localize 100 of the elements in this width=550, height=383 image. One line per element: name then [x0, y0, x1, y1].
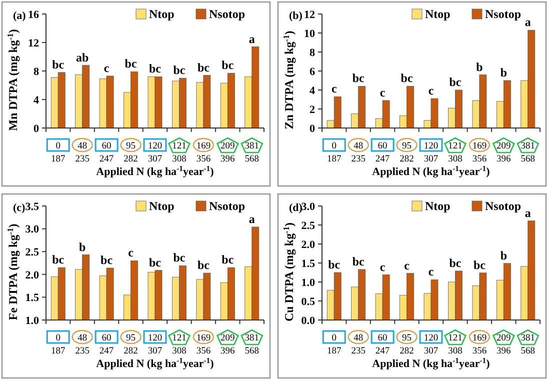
- legend-label: Ntop: [425, 199, 451, 214]
- annotation: b: [78, 240, 86, 254]
- annotation: b: [500, 66, 508, 80]
- y-tick-label: 12: [28, 37, 40, 50]
- y-tick-label: 3.5: [25, 200, 40, 213]
- annotation: c: [404, 258, 410, 272]
- x-tick-label: 0 187: [326, 141, 342, 164]
- annotation: a: [248, 32, 255, 46]
- annotation: b: [476, 60, 484, 74]
- annotation: a: [524, 15, 531, 30]
- annotation: a: [524, 206, 531, 220]
- y-tick-label: 0: [310, 122, 316, 135]
- y-tick-label: 2.0: [301, 238, 316, 251]
- legend-label: Nsotop: [485, 7, 522, 22]
- annotation: bc: [197, 60, 210, 74]
- annotation: bc: [352, 71, 366, 86]
- x-tick-label: 209 396: [496, 141, 512, 164]
- x-tick-label: 381 568: [244, 141, 260, 164]
- y-tick-label: 3.0: [25, 224, 40, 236]
- y-tick-label: 2: [310, 104, 316, 116]
- x-axis-title: Applied N (kg ha$^{-1}$year$^{-1}$): [372, 164, 490, 178]
- annotation: bc: [149, 255, 162, 270]
- x-tick-label: 95 282: [124, 333, 138, 356]
- x-tick-label: 120 307: [148, 141, 162, 164]
- y-tick-label: 1.0: [301, 276, 316, 289]
- x-tick-label: 60 247: [99, 333, 114, 356]
- x-tick-label: 120 307: [424, 141, 438, 164]
- x-tick-label: 60 247: [375, 333, 390, 356]
- annotation: bc: [173, 250, 186, 265]
- x-tick-label: 381 568: [244, 333, 260, 356]
- annotation: bc: [222, 252, 234, 267]
- legend-label: Nsotop: [209, 199, 246, 214]
- annotation: bc: [328, 258, 341, 272]
- y-tick-label: 8: [34, 66, 40, 78]
- x-tick-label: 121 308: [172, 333, 187, 356]
- y-tick-label: 8: [310, 46, 316, 59]
- x-tick-label: 121 308: [448, 333, 463, 356]
- legend-label: Nsotop: [485, 199, 522, 214]
- x-tick-label: 209 396: [220, 333, 236, 356]
- x-tick-label: 0 187: [50, 333, 66, 356]
- x-axis-title: Applied N (kg ha$^{-1}$year$^{-1}$): [96, 356, 214, 370]
- x-tick-label: 169 356: [196, 141, 211, 164]
- x-tick-label: 209 396: [496, 333, 512, 356]
- x-tick-label: 95 282: [124, 141, 138, 164]
- y-tick-label: 12: [304, 8, 316, 21]
- annotation: c: [128, 246, 134, 260]
- legend-label: Ntop: [149, 7, 175, 22]
- annotation: c: [428, 84, 434, 98]
- annotation: c: [428, 264, 434, 279]
- annotation: ab: [76, 50, 89, 64]
- chart-title: (a): [13, 10, 26, 22]
- annotation: c: [104, 60, 110, 75]
- annotation: c: [380, 260, 386, 274]
- chart-title: (c): [13, 202, 26, 214]
- y-tick-label: 10: [304, 28, 316, 40]
- x-tick-label: 169 356: [472, 141, 487, 164]
- x-tick-label: 60 247: [375, 141, 390, 164]
- y-tick-label: 2.5: [301, 220, 316, 232]
- chart-title: (d): [289, 202, 303, 214]
- annotation: bc: [52, 57, 65, 72]
- x-tick-label: 48 235: [351, 141, 366, 164]
- annotation: bc: [197, 258, 210, 272]
- annotation: bc: [52, 252, 65, 267]
- y-tick-label: 1.0: [25, 314, 40, 327]
- legend-label: Ntop: [149, 199, 175, 214]
- y-tick-label: 6: [310, 66, 316, 78]
- annotation: bc: [173, 63, 186, 78]
- annotation: c: [331, 82, 338, 96]
- y-tick-label: 4: [34, 94, 40, 106]
- annotation: a: [248, 212, 255, 226]
- y-tick-label: 1.5: [25, 292, 40, 304]
- y-tick-label: 1.5: [301, 258, 316, 270]
- x-tick-label: 120 307: [148, 333, 162, 356]
- x-tick-label: 169 356: [196, 333, 211, 356]
- x-axis-title: Applied N (kg ha$^{-1}$year$^{-1}$): [372, 356, 490, 370]
- y-tick-label: 3.0: [301, 200, 316, 213]
- x-tick-label: 0 187: [326, 333, 342, 356]
- annotation: bc: [352, 254, 366, 268]
- legend-label: Nsotop: [209, 7, 246, 22]
- y-tick-label: 0.0: [301, 314, 316, 327]
- y-tick-label: 4: [310, 84, 316, 97]
- annotation: bc: [449, 75, 462, 89]
- annotation: bc: [100, 253, 114, 268]
- x-tick-label: 121 308: [448, 141, 463, 164]
- annotation: bc: [473, 258, 486, 272]
- annotation: b: [500, 248, 508, 262]
- x-tick-label: 381 568: [520, 333, 536, 356]
- x-tick-label: 48 235: [75, 333, 90, 356]
- x-tick-label: 209 396: [220, 141, 236, 164]
- x-tick-label: 95 282: [400, 333, 414, 356]
- x-tick-label: 121 308: [172, 141, 187, 164]
- y-tick-label: 0.5: [301, 296, 316, 308]
- annotation: bc: [449, 256, 462, 270]
- annotation: bc: [124, 56, 138, 71]
- x-tick-label: 95 282: [400, 141, 414, 164]
- annotation: c: [380, 85, 386, 100]
- annotation: bc: [149, 62, 162, 76]
- y-tick-label: 0: [34, 122, 40, 135]
- y-tick-label: 2.0: [25, 269, 40, 282]
- x-tick-label: 48 235: [351, 333, 366, 356]
